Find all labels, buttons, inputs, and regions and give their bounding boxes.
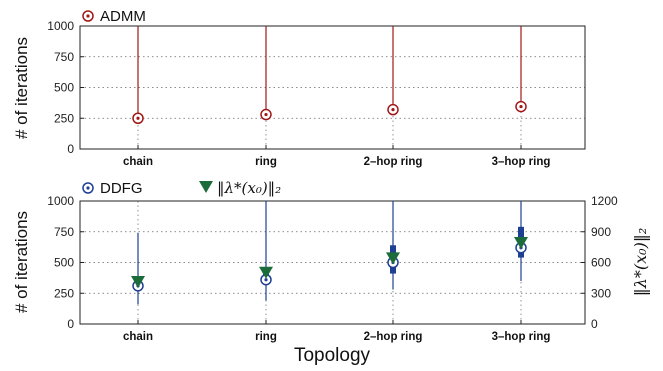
y2-tick-label: 600 [591, 256, 611, 270]
y2-tick-label: 300 [591, 286, 611, 300]
category-label: ring [255, 156, 277, 168]
top-marks [132, 26, 527, 124]
top-panel: 0 250 500 750 1000 chain ring 2–hop ring 3–hop … [12, 8, 586, 168]
lambda-marker [386, 252, 400, 265]
category-label: 3–hop ring [492, 156, 551, 168]
y-tick-label: 250 [54, 286, 74, 300]
category-label: chain [123, 331, 153, 343]
bottom-y-axis-label: # of iterations [12, 211, 31, 313]
bottom-gridlines [80, 201, 585, 324]
top-y-ticks: 0 250 500 750 1000 [47, 19, 84, 156]
x-axis-label: Topology [294, 345, 371, 366]
legend-ddfg-label: DDFG [100, 180, 143, 197]
lambda-marker [514, 237, 528, 250]
legend-admm-marker [82, 10, 94, 22]
y-tick-label: 750 [54, 50, 74, 64]
y2-tick-label: 900 [591, 225, 611, 239]
bottom-marks [131, 201, 528, 305]
bottom-legend: DDFG ‖λ*(x₀)‖₂ [82, 179, 281, 197]
y-tick-label: 500 [54, 256, 74, 270]
legend-admm-label: ADMM [100, 8, 146, 25]
bottom-y2-axis-label: ‖λ*(x₀)‖₂ [631, 228, 650, 296]
y-tick-label: 750 [54, 225, 74, 239]
bottom-category-labels: chain ring 2–hop ring 3–hop ring [123, 320, 550, 343]
median-marker-dot [264, 112, 268, 117]
y-tick-label: 1000 [47, 19, 74, 33]
y2-tick-label: 0 [591, 317, 598, 331]
legend-ddfg-marker-dot [86, 186, 90, 190]
median-marker-dot [264, 278, 268, 282]
legend-lambda-marker [199, 181, 213, 193]
category-label: 2–hop ring [364, 156, 423, 168]
top-y-axis-label: # of iterations [12, 37, 31, 139]
bottom-y2-ticks: 0 300 600 900 1200 [581, 194, 618, 331]
top-legend: ADMM [82, 8, 146, 25]
top-category-labels: chain ring 2–hop ring 3–hop ring [123, 145, 550, 168]
legend-lambda-label: ‖λ*(x₀)‖₂ [217, 179, 281, 197]
top-gridlines [80, 26, 585, 149]
lambda-marker [131, 275, 145, 288]
median-marker-dot [136, 116, 140, 120]
y-tick-label: 0 [67, 142, 74, 156]
category-label: ring [255, 331, 277, 343]
category-label: 2–hop ring [364, 331, 423, 343]
legend-ddfg-marker [82, 182, 94, 194]
median-marker-dot [519, 104, 523, 109]
category-label: chain [123, 156, 153, 168]
y-tick-label: 0 [67, 317, 74, 331]
legend-admm-marker-dot [86, 14, 90, 18]
median-marker-dot [391, 108, 395, 112]
lambda-marker [259, 266, 273, 279]
svg-text:‖λ*(x₀)‖₂: ‖λ*(x₀)‖₂ [631, 228, 650, 296]
y-tick-label: 1000 [47, 194, 74, 208]
y-tick-label: 250 [54, 111, 74, 125]
category-label: 3–hop ring [492, 331, 551, 343]
y-tick-label: 500 [54, 81, 74, 95]
y2-tick-label: 1200 [591, 194, 618, 208]
bottom-panel: 0 250 500 750 1000 0 300 600 900 1200 chain ring 2… [12, 179, 650, 343]
bottom-y-ticks: 0 250 500 750 1000 [47, 194, 84, 331]
